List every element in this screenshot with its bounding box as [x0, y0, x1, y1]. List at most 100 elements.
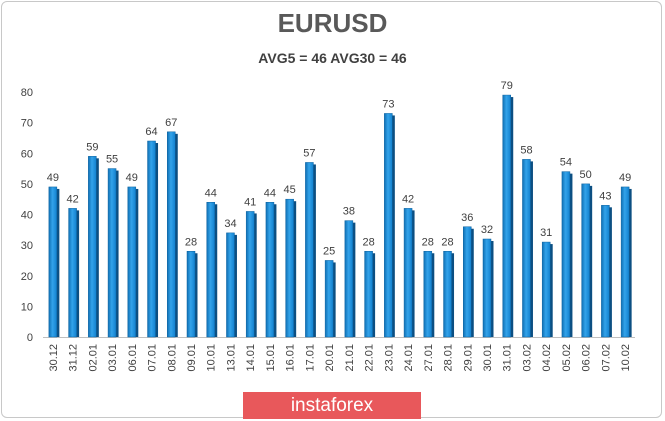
bar	[502, 94, 511, 338]
data-label: 58	[520, 144, 532, 156]
data-label: 44	[264, 187, 276, 199]
data-label: 57	[303, 147, 315, 159]
y-tick-label: 10	[21, 301, 33, 313]
data-label: 28	[441, 236, 453, 248]
bar	[127, 186, 137, 338]
data-label: 32	[481, 224, 493, 236]
x-tick-label: 29.01	[462, 344, 474, 372]
bar	[364, 251, 373, 338]
x-tick-label: 23.01	[383, 344, 395, 372]
data-label: 42	[66, 193, 78, 205]
x-tick-label: 04.02	[541, 344, 553, 372]
data-label: 45	[284, 184, 296, 196]
bar	[581, 183, 590, 338]
x-tick-label: 22.01	[364, 344, 376, 372]
data-label: 42	[402, 193, 414, 205]
x-tick-label: 07.01	[147, 344, 159, 372]
x-tick-label: 27.01	[423, 344, 435, 372]
x-tick-label: 10.02	[620, 344, 632, 372]
bar	[48, 186, 58, 338]
bar	[482, 238, 492, 338]
bar	[324, 260, 334, 338]
x-tick-label: 05.02	[561, 344, 573, 372]
x-tick-label: 03.01	[107, 344, 119, 372]
x-tick-label: 30.01	[482, 344, 494, 372]
chart-subtitle: AVG5 = 46 AVG30 = 46	[258, 50, 407, 66]
x-tick-label: 14.01	[245, 344, 257, 372]
x-tick-label: 31.01	[502, 344, 514, 372]
bar	[620, 186, 630, 338]
bar	[265, 202, 275, 338]
x-tick-label: 02.01	[87, 344, 99, 372]
x-tick-label: 15.01	[265, 344, 277, 372]
bar	[186, 251, 196, 338]
bar	[167, 131, 176, 338]
bar	[561, 171, 571, 338]
bar	[107, 168, 117, 338]
bar	[147, 140, 156, 338]
data-label: 59	[86, 141, 98, 153]
x-tick-label: 03.02	[521, 344, 533, 372]
y-tick-label: 40	[21, 210, 33, 222]
y-tick-label: 0	[27, 332, 33, 344]
x-tick-label: 17.01	[304, 344, 316, 372]
y-tick-label: 80	[21, 87, 33, 99]
y-tick-label: 20	[21, 271, 33, 283]
bar	[443, 251, 452, 338]
x-tick-label: 16.01	[285, 344, 297, 372]
instaforex-logo: instaforex	[243, 392, 421, 419]
x-tick-label: 10.01	[206, 344, 218, 372]
data-label: 36	[461, 212, 473, 224]
data-label: 64	[145, 126, 157, 138]
x-tick-label: 13.01	[225, 344, 237, 372]
data-label: 50	[580, 169, 592, 181]
bar	[423, 251, 433, 338]
data-label: 49	[47, 172, 59, 184]
bar	[403, 208, 413, 338]
data-label: 55	[106, 154, 118, 166]
data-label: 43	[599, 190, 611, 202]
x-tick-label: 08.01	[166, 344, 178, 372]
y-tick-label: 50	[21, 179, 33, 191]
chart-title: EURUSD	[277, 8, 388, 38]
bar	[384, 113, 393, 338]
data-label: 49	[126, 172, 138, 184]
bar	[463, 226, 472, 338]
x-tick-label: 20.01	[324, 344, 336, 372]
data-label: 73	[382, 98, 394, 110]
y-tick-label: 30	[21, 240, 33, 252]
x-tick-label: 28.01	[443, 344, 455, 372]
bar	[88, 156, 97, 338]
y-tick-label: 70	[21, 118, 33, 130]
bar	[522, 159, 531, 338]
bar	[305, 162, 314, 338]
data-label: 28	[422, 236, 434, 248]
data-label: 49	[619, 172, 631, 184]
x-tick-label: 06.01	[127, 344, 139, 372]
x-tick-label: 24.01	[403, 344, 415, 372]
data-label: 67	[165, 117, 177, 129]
bar	[285, 198, 294, 338]
y-tick-label: 60	[21, 148, 33, 160]
data-label: 44	[205, 187, 217, 199]
x-tick-label: 09.01	[186, 344, 198, 372]
data-label: 28	[362, 236, 374, 248]
instaforex-logo-text: instaforex	[290, 395, 374, 416]
data-label: 34	[224, 218, 236, 230]
x-tick-label: 21.01	[344, 344, 356, 372]
bar	[541, 241, 551, 338]
x-tick-label: 06.02	[581, 344, 593, 372]
x-tick-label: 31.12	[68, 344, 80, 372]
bar	[245, 211, 255, 338]
bar	[601, 205, 610, 338]
data-label: 41	[244, 196, 256, 208]
data-label: 79	[501, 80, 513, 92]
x-tick-label: 30.12	[48, 344, 60, 372]
bar	[344, 220, 354, 338]
data-label: 28	[185, 236, 197, 248]
data-label: 31	[540, 227, 552, 239]
bar	[68, 208, 77, 338]
data-label: 54	[560, 157, 572, 169]
x-tick-label: 07.02	[600, 344, 612, 372]
